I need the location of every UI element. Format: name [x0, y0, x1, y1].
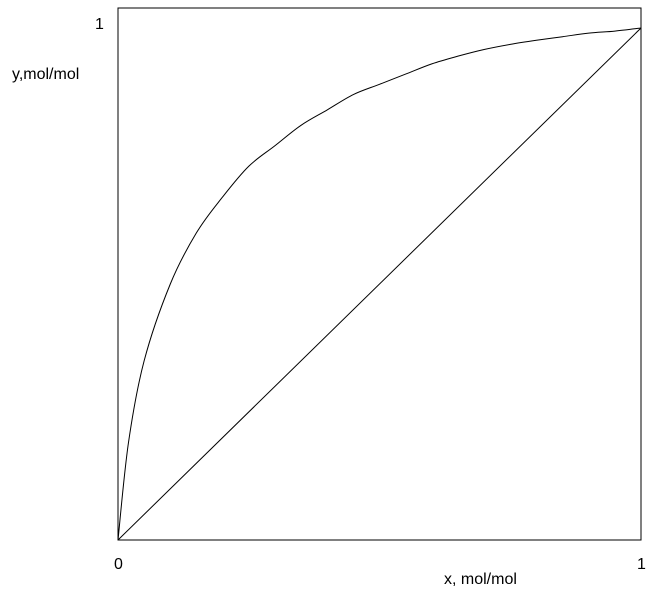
- x-tick-label-0: 0: [114, 556, 123, 573]
- x-tick-label-1: 1: [637, 556, 646, 573]
- y-axis-label: y,mol/mol: [12, 66, 79, 83]
- equilibrium-curve-line: [117, 27, 642, 541]
- y-tick-label-1: 1: [95, 16, 104, 33]
- plot-frame: [117, 7, 642, 541]
- diagonal-line: [117, 27, 642, 541]
- series-layer: [117, 27, 642, 541]
- x-axis-label: x, mol/mol: [444, 571, 517, 588]
